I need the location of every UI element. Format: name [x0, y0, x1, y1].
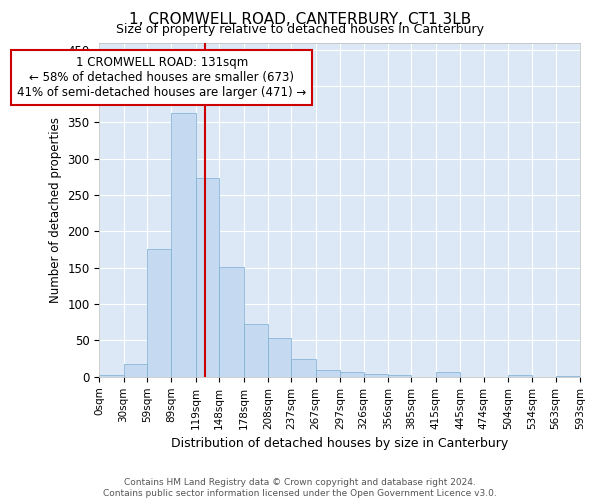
Bar [99, 376, 124, 377]
Text: Size of property relative to detached houses in Canterbury: Size of property relative to detached ho… [116, 22, 484, 36]
Bar [388, 374, 412, 377]
Bar [340, 372, 364, 377]
Bar [244, 324, 268, 377]
Bar [147, 249, 172, 377]
Bar [436, 372, 460, 377]
Bar [556, 376, 580, 377]
Text: Contains HM Land Registry data © Crown copyright and database right 2024.
Contai: Contains HM Land Registry data © Crown c… [103, 478, 497, 498]
Bar [292, 360, 316, 377]
Bar [196, 178, 219, 377]
Y-axis label: Number of detached properties: Number of detached properties [49, 116, 62, 302]
Bar [268, 338, 292, 377]
Bar [124, 364, 147, 377]
X-axis label: Distribution of detached houses by size in Canterbury: Distribution of detached houses by size … [171, 437, 508, 450]
Text: 1, CROMWELL ROAD, CANTERBURY, CT1 3LB: 1, CROMWELL ROAD, CANTERBURY, CT1 3LB [129, 12, 471, 28]
Bar [172, 113, 196, 377]
Bar [219, 267, 244, 377]
Text: 1 CROMWELL ROAD: 131sqm
← 58% of detached houses are smaller (673)
41% of semi-d: 1 CROMWELL ROAD: 131sqm ← 58% of detache… [17, 56, 307, 99]
Bar [316, 370, 340, 377]
Bar [508, 376, 532, 377]
Bar [364, 374, 388, 377]
